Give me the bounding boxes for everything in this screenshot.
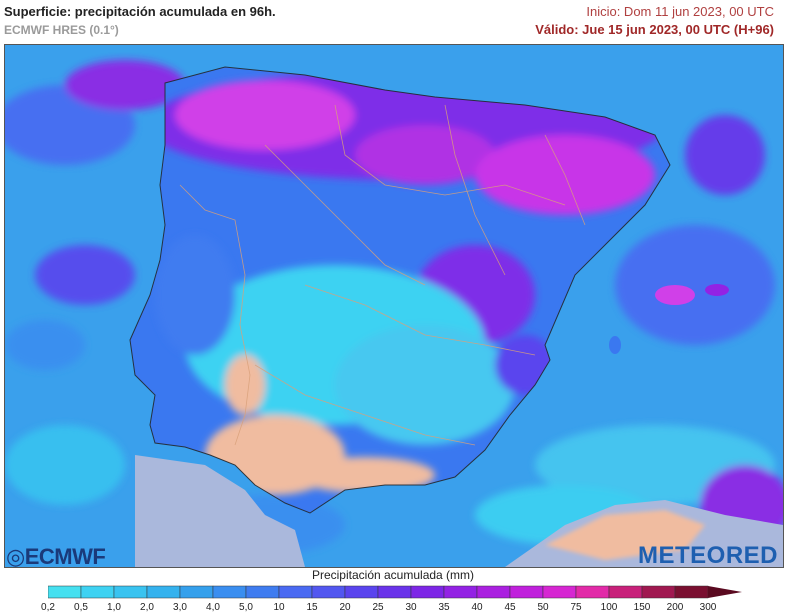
legend-tick-label: 40 xyxy=(471,602,483,613)
legend-tick-label: 150 xyxy=(633,602,651,613)
legend-tick-label: 2,0 xyxy=(140,602,154,613)
legend-tick-label: 45 xyxy=(504,602,516,613)
legend-swatch xyxy=(410,585,445,599)
meteored-logo: METEORED xyxy=(637,542,778,569)
valid-time: Válido: Jue 15 jun 2023, 00 UTC (H+96) xyxy=(535,22,774,37)
legend-tick-label: 100 xyxy=(600,602,618,613)
legend-swatch xyxy=(80,585,115,599)
legend-swatch xyxy=(48,585,82,599)
legend-swatch xyxy=(443,585,478,599)
nodata-atlantic xyxy=(135,455,305,567)
ecmwf-mark-icon: ◎ xyxy=(6,544,25,569)
model-label: ECMWF HRES (0.1°) xyxy=(4,23,119,37)
north-africa-dry xyxy=(545,510,705,560)
legend-swatch xyxy=(575,585,610,599)
legend-tick-label: 300 xyxy=(699,602,717,613)
precipitation-map[interactable] xyxy=(4,44,784,568)
legend-tick-label: 0,2 xyxy=(41,602,55,613)
map-title: Superficie: precipitación acumulada en 9… xyxy=(4,4,276,19)
legend-swatch xyxy=(674,585,709,599)
legend-swatch xyxy=(476,585,511,599)
legend-tick-label: 50 xyxy=(537,602,549,613)
legend-tick-label: 3,0 xyxy=(173,602,187,613)
sea-texture xyxy=(5,60,783,555)
ecmwf-logo: ◎ECMWF xyxy=(6,544,106,569)
country-borders xyxy=(129,66,671,514)
legend-swatch xyxy=(641,585,676,599)
header-left: Superficie: precipitación acumulada en 9… xyxy=(4,3,276,39)
legend-tick-label: 75 xyxy=(570,602,582,613)
legend-tick-label: 5,0 xyxy=(239,602,253,613)
legend-tick-label: 4,0 xyxy=(206,602,220,613)
legend-swatch xyxy=(245,585,280,599)
legend-swatch xyxy=(146,585,181,599)
legend-swatch xyxy=(509,585,544,599)
legend-tick-label: 20 xyxy=(339,602,351,613)
legend-swatch xyxy=(311,585,346,599)
legend-overflow-arrow-icon xyxy=(708,586,742,598)
legend-swatch xyxy=(608,585,643,599)
legend-tick-label: 30 xyxy=(405,602,417,613)
legend-swatch xyxy=(344,585,379,599)
legend-tick-label: 0,5 xyxy=(74,602,88,613)
legend-swatch xyxy=(212,585,247,599)
legend-tick-label: 15 xyxy=(306,602,318,613)
header-right: Inicio: Dom 11 jun 2023, 00 UTC Válido: … xyxy=(535,3,774,39)
legend-tick-label: 1,0 xyxy=(107,602,121,613)
legend-swatch xyxy=(377,585,412,599)
balearic-islands xyxy=(609,284,729,354)
legend-swatch xyxy=(278,585,313,599)
legend-swatch xyxy=(113,585,148,599)
init-time: Inicio: Dom 11 jun 2023, 00 UTC xyxy=(586,4,774,19)
legend-tick-label: 35 xyxy=(438,602,450,613)
legend-tick-label: 25 xyxy=(372,602,384,613)
legend-colorbar xyxy=(48,585,742,599)
legend-tick-label: 10 xyxy=(273,602,285,613)
legend-swatch xyxy=(179,585,214,599)
legend-tick-label: 200 xyxy=(666,602,684,613)
legend-title: Precipitación acumulada (mm) xyxy=(311,568,475,582)
legend-swatch xyxy=(542,585,577,599)
